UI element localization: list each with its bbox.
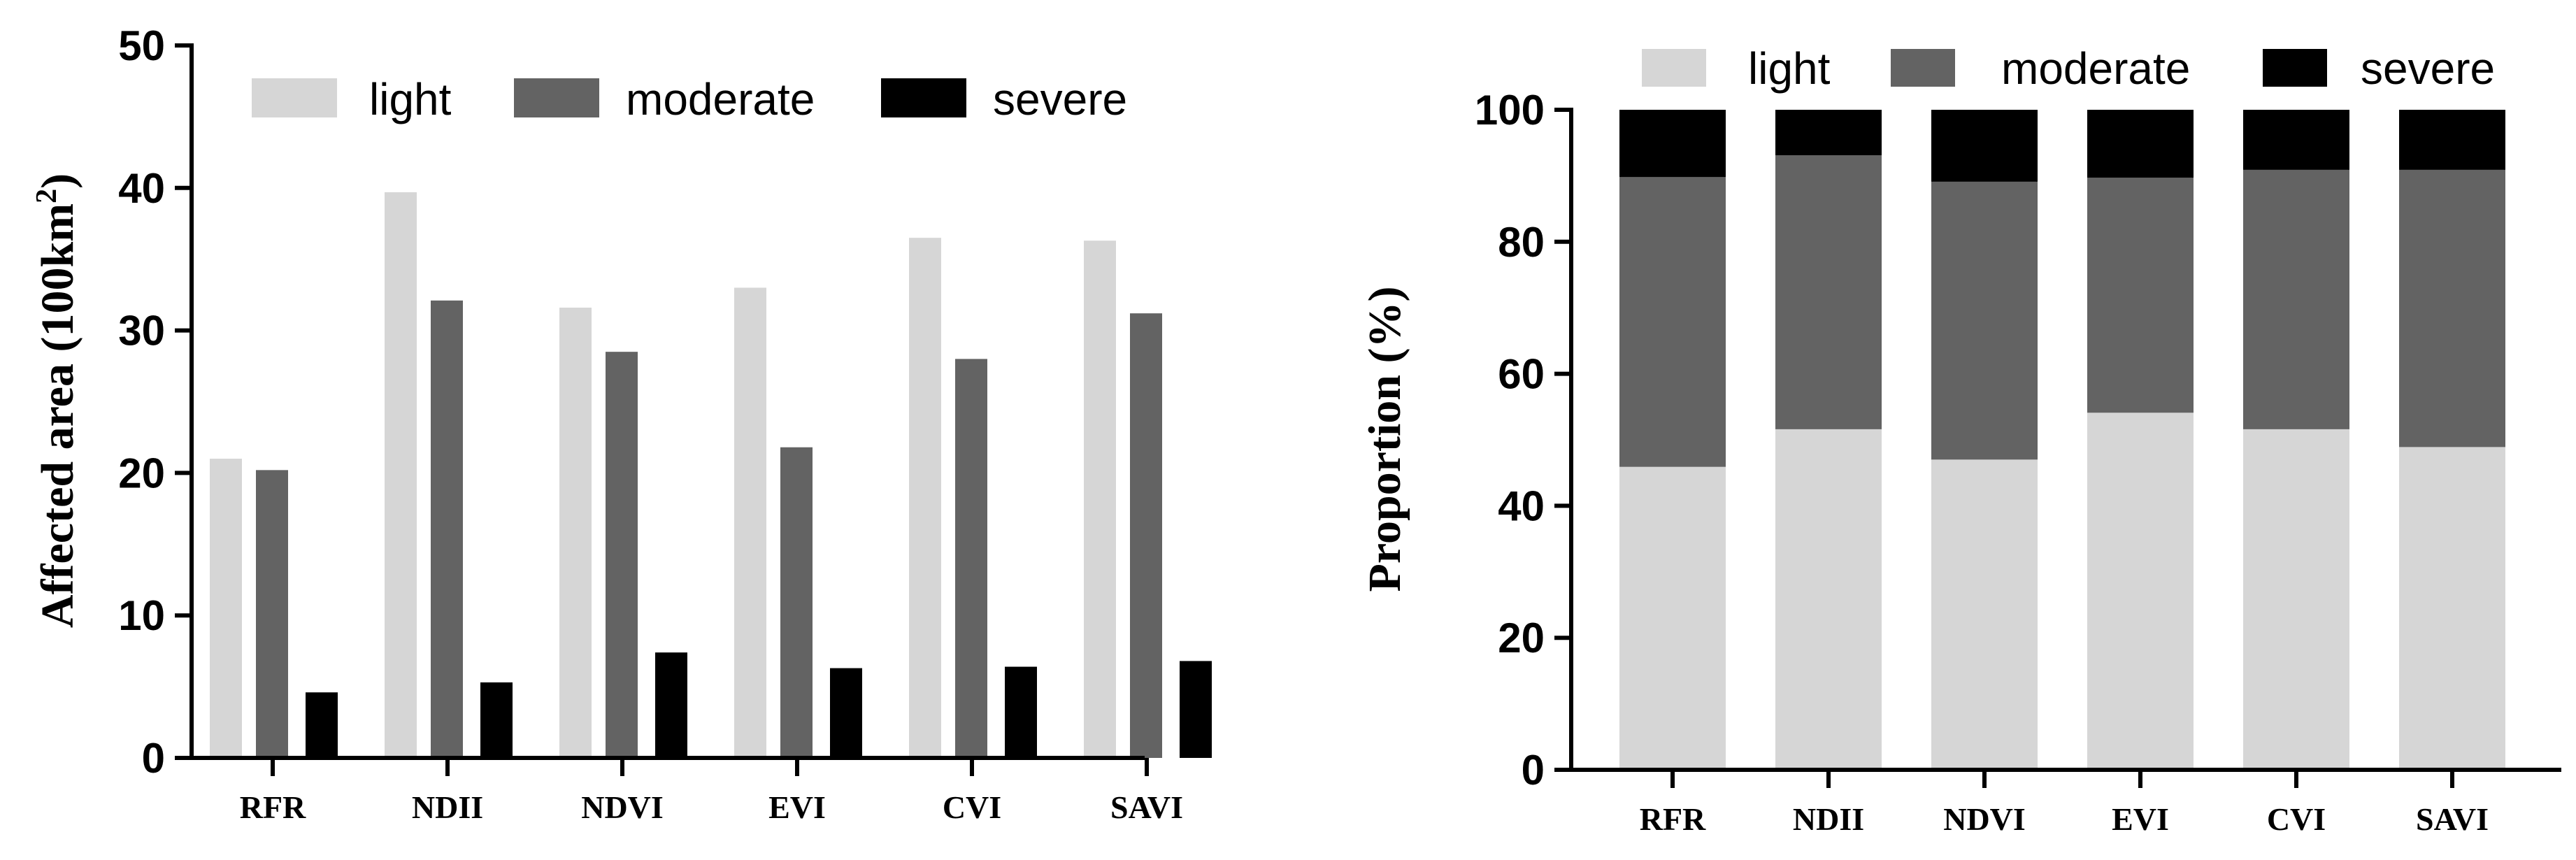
legend-swatch-moderate [1891, 49, 1955, 87]
legend: light moderate severe [1642, 43, 2495, 94]
legend-swatch-light [252, 78, 337, 117]
bar-cvi-light [909, 238, 941, 758]
bar-cvi-moderate [955, 359, 987, 758]
bar-savi-light [1084, 241, 1116, 758]
axes [1569, 108, 2561, 772]
bar-segment-ndii-light [1775, 429, 1882, 770]
bar-segment-savi-light [2399, 447, 2505, 770]
y-tick-label: 0 [1522, 747, 1545, 794]
proportion-chart: light moderate severe 0 20 40 60 80 100 RFR ND… [1359, 43, 2561, 837]
axes [189, 43, 1145, 760]
y-tick-label: 100 [1475, 87, 1545, 134]
x-tick-label-rfr: RFR [1640, 801, 1706, 837]
legend-label-moderate: moderate [2001, 43, 2190, 94]
bar-segment-savi-severe [2399, 110, 2505, 170]
bar-segment-evi-severe [2087, 110, 2194, 178]
y-tick-label: 40 [1498, 482, 1545, 529]
bar-segment-ndii-moderate [1775, 155, 1882, 429]
y-tick-label: 60 [1498, 351, 1545, 398]
legend-swatch-severe [881, 78, 966, 117]
legend-swatch-light [1642, 49, 1706, 87]
x-ticks: RFR NDII NDVI EVI CVI SAVI [1640, 770, 2489, 837]
bar-savi-severe [1180, 661, 1212, 758]
x-tick-label-cvi: CVI [2267, 801, 2326, 837]
bar-segment-ndvi-moderate [1931, 181, 2038, 460]
x-tick-label-ndii: NDII [1793, 801, 1864, 837]
legend-label-severe: severe [2361, 43, 2495, 94]
bar-segment-cvi-moderate [2243, 169, 2349, 429]
bar-cvi-severe [1005, 666, 1037, 758]
x-tick-label-evi: EVI [2112, 801, 2169, 837]
y-tick-label: 40 [118, 165, 165, 212]
bar-ndii-moderate [431, 300, 463, 758]
y-tick-label: 0 [142, 735, 165, 782]
bar-segment-evi-light [2087, 413, 2194, 770]
bar-rfr-light [210, 459, 242, 758]
legend: light moderate severe [252, 74, 1127, 124]
bar-evi-moderate [780, 447, 813, 758]
bars [210, 192, 1212, 759]
y-tick-label: 80 [1498, 219, 1545, 266]
y-axis-title: Proportion (%) [1359, 287, 1410, 592]
bars [1619, 110, 2505, 770]
bar-segment-ndvi-light [1931, 459, 2038, 770]
legend-swatch-severe [2263, 49, 2327, 87]
bar-segment-rfr-severe [1619, 110, 1726, 178]
legend-label-moderate: moderate [626, 74, 815, 124]
y-axis-title-text: Affected area (100km [32, 203, 83, 628]
bar-rfr-severe [306, 692, 338, 758]
x-tick-label-ndii: NDII [412, 789, 483, 825]
y-tick-label: 30 [118, 308, 165, 354]
x-tick-label-savi: SAVI [2416, 801, 2489, 837]
y-ticks: 0 20 40 60 80 100 [1475, 87, 1571, 794]
bar-ndii-severe [480, 682, 513, 758]
x-ticks: RFR NDII NDVI EVI CVI SAVI [240, 758, 1183, 825]
bar-segment-cvi-severe [2243, 110, 2349, 170]
y-tick-label: 20 [1498, 615, 1545, 661]
bar-ndvi-moderate [606, 352, 638, 758]
legend-label-light: light [369, 74, 452, 124]
bar-ndvi-light [559, 307, 592, 758]
y-axis-title-superscript: 2 [31, 189, 63, 203]
bar-segment-rfr-light [1619, 466, 1726, 770]
bar-ndvi-severe [655, 652, 687, 758]
legend-label-light: light [1748, 43, 1831, 94]
bar-segment-ndii-severe [1775, 110, 1882, 156]
bar-segment-evi-moderate [2087, 178, 2194, 413]
x-tick-label-rfr: RFR [240, 789, 306, 825]
bar-savi-moderate [1130, 313, 1162, 758]
x-tick-label-ndvi: NDVI [1943, 801, 2026, 837]
bar-segment-rfr-moderate [1619, 177, 1726, 467]
y-tick-label: 50 [118, 22, 165, 69]
x-tick-label-cvi: CVI [943, 789, 1001, 825]
legend-swatch-moderate [514, 78, 599, 117]
y-tick-label: 10 [118, 592, 165, 639]
bar-rfr-moderate [256, 470, 288, 758]
y-axis-title: Affected area (100km2) [31, 173, 83, 628]
affected-area-chart: light moderate severe 0 10 20 30 40 50 RFR NDI… [31, 22, 1212, 825]
bar-evi-light [734, 287, 766, 759]
bar-segment-savi-moderate [2399, 169, 2505, 447]
x-tick-label-evi: EVI [768, 789, 826, 825]
bar-evi-severe [830, 668, 862, 758]
y-axis-title-close: ) [32, 173, 83, 189]
x-tick-label-ndvi: NDVI [581, 789, 664, 825]
x-tick-label-savi: SAVI [1110, 789, 1183, 825]
y-ticks: 0 10 20 30 40 50 [118, 22, 192, 782]
legend-label-severe: severe [993, 74, 1127, 124]
bar-ndii-light [385, 192, 417, 758]
y-tick-label: 20 [118, 450, 165, 496]
bar-segment-ndvi-severe [1931, 110, 2038, 182]
bar-segment-cvi-light [2243, 429, 2349, 770]
